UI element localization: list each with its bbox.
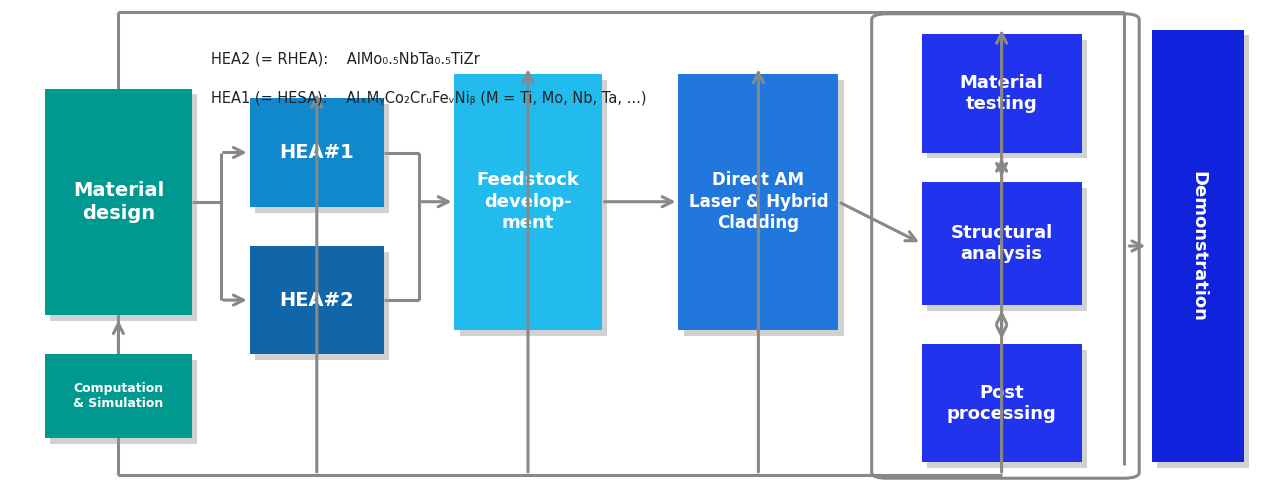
FancyBboxPatch shape: [927, 350, 1087, 468]
FancyBboxPatch shape: [1152, 30, 1244, 462]
Text: Material
design: Material design: [73, 181, 164, 222]
FancyBboxPatch shape: [255, 252, 389, 360]
FancyBboxPatch shape: [454, 74, 602, 330]
Text: Material
testing: Material testing: [960, 74, 1043, 113]
FancyBboxPatch shape: [50, 360, 197, 444]
FancyBboxPatch shape: [922, 344, 1082, 462]
Text: HEA2 (= RHEA):    AlMo₀.₅NbTa₀.₅TiZr: HEA2 (= RHEA): AlMo₀.₅NbTa₀.₅TiZr: [211, 52, 480, 66]
Text: Direct AM
Laser & Hybrid
Cladding: Direct AM Laser & Hybrid Cladding: [689, 171, 828, 232]
Text: Computation
& Simulation: Computation & Simulation: [73, 382, 164, 410]
Text: HEA#2: HEA#2: [279, 291, 355, 309]
Text: HEA1 (= HESA):    AlₓMᵧCo₂CrᵤFeᵥNiᵦ (M = Ti, Mo, Nb, Ta, ...): HEA1 (= HESA): AlₓMᵧCo₂CrᵤFeᵥNiᵦ (M = Ti…: [211, 91, 646, 106]
FancyBboxPatch shape: [927, 188, 1087, 311]
FancyBboxPatch shape: [50, 94, 197, 321]
FancyBboxPatch shape: [922, 182, 1082, 305]
Text: HEA#1: HEA#1: [279, 143, 355, 162]
FancyBboxPatch shape: [684, 80, 844, 336]
FancyBboxPatch shape: [250, 246, 384, 354]
FancyBboxPatch shape: [927, 40, 1087, 158]
FancyBboxPatch shape: [255, 104, 389, 213]
FancyBboxPatch shape: [922, 34, 1082, 153]
FancyBboxPatch shape: [460, 80, 607, 336]
Text: Structural
analysis: Structural analysis: [951, 224, 1052, 263]
FancyBboxPatch shape: [45, 354, 192, 438]
FancyBboxPatch shape: [45, 89, 192, 315]
Text: Demonstration: Demonstration: [1189, 171, 1207, 321]
Text: Feedstock
develop-
ment: Feedstock develop- ment: [476, 171, 580, 232]
FancyBboxPatch shape: [1157, 35, 1249, 468]
FancyBboxPatch shape: [678, 74, 838, 330]
FancyBboxPatch shape: [250, 98, 384, 207]
Text: Post
processing: Post processing: [947, 384, 1056, 423]
